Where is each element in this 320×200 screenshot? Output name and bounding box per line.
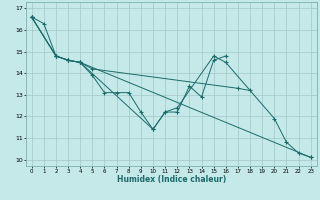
X-axis label: Humidex (Indice chaleur): Humidex (Indice chaleur) xyxy=(116,175,226,184)
